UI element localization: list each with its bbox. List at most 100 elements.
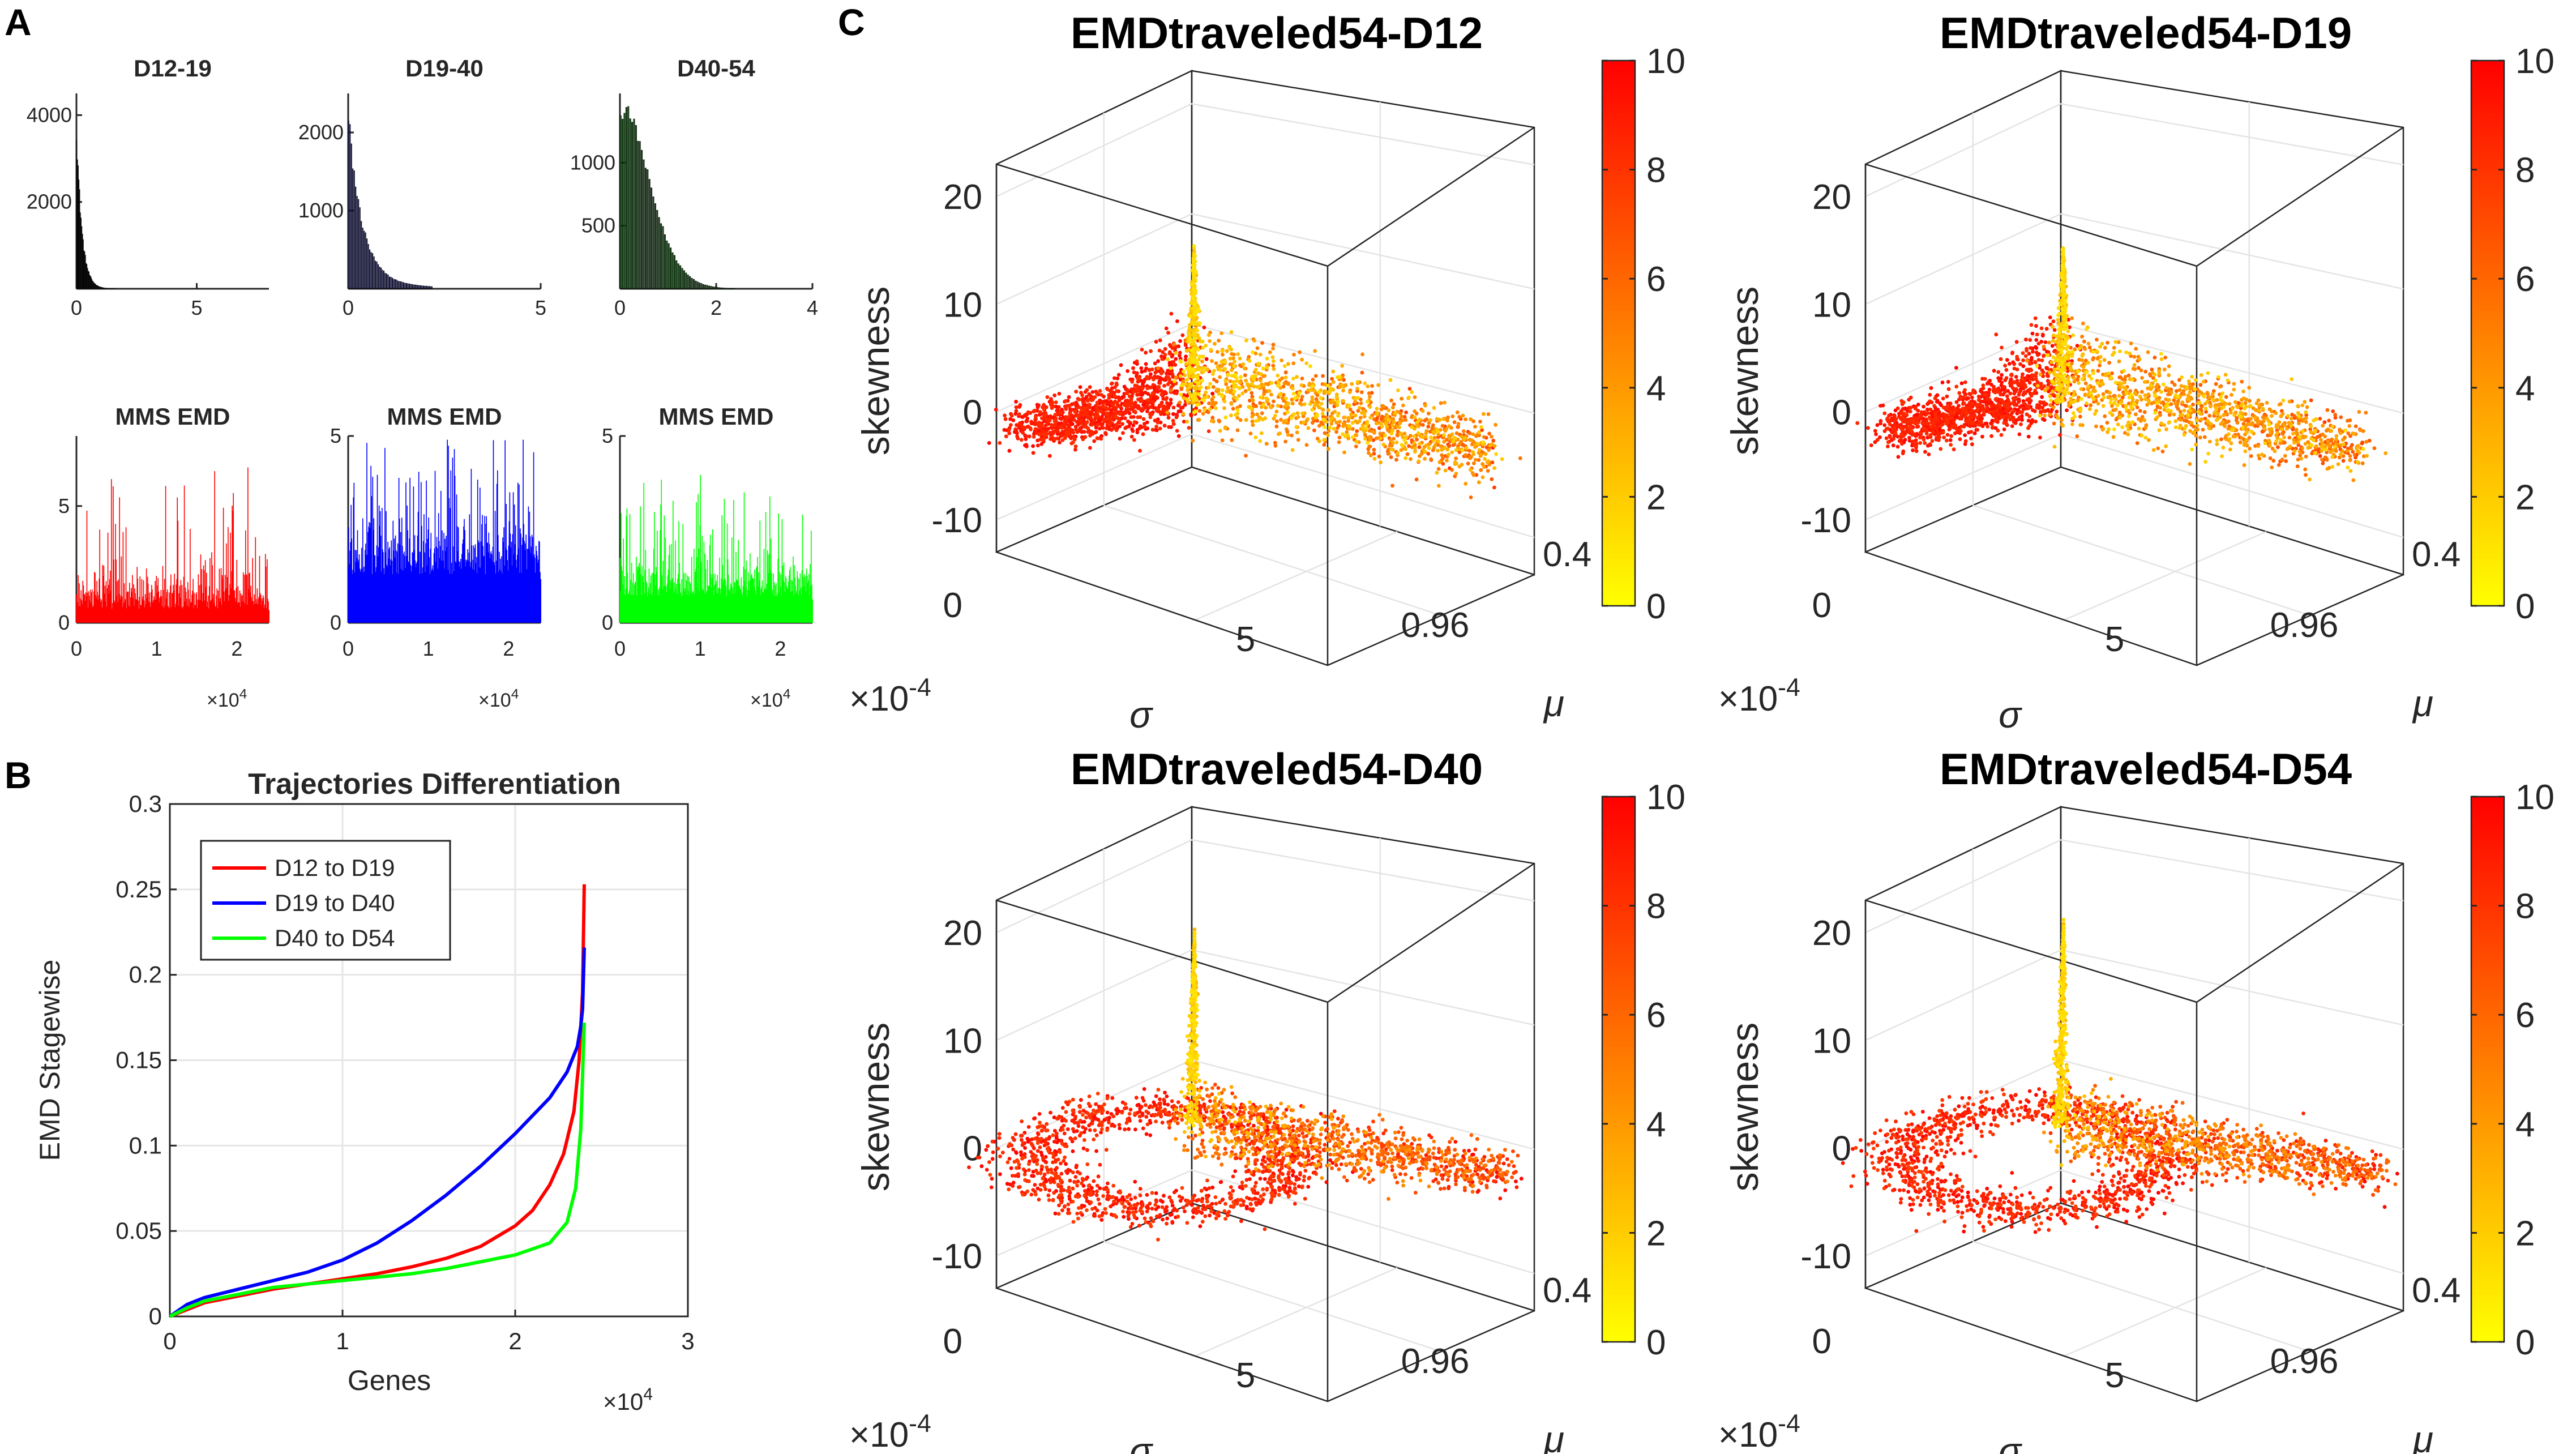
histogram-bar [685,272,687,289]
scatter-point [1159,400,1164,405]
y-axis-label: EMD Stagewise [34,960,66,1161]
scatter-point [1192,322,1196,326]
scatter-point [1403,456,1408,460]
scatter-point [1200,397,1205,402]
x-tick-label: 0 [343,296,354,319]
scatter-point [2226,426,2231,431]
scatter-point [1363,381,1367,386]
scatter-point [1416,431,1420,435]
scatter-point [2202,435,2207,439]
scatter-point [1918,435,1922,440]
histogram-bar [702,284,704,289]
scatter-point [2326,427,2330,431]
scatter-point [1308,388,1313,392]
scatter-point [1963,439,1968,443]
scatter-point [1136,387,1140,392]
scatter-point [1400,414,1403,418]
scatter-point [1159,404,1163,408]
scatter-point [2042,384,2047,388]
scatter-point [1129,415,1133,419]
scatter-point [1928,434,1932,438]
x-tick-label: 0 [71,296,82,319]
scatter-point [2296,457,2300,461]
scatter-point [1090,409,1094,413]
scatter-point [2035,332,2039,337]
scatter-point [1993,418,1998,422]
scatter-point [1095,391,1099,396]
histogram-bar [681,268,683,289]
scatter-point [1096,415,1100,420]
scatter-point [2180,400,2185,405]
chart-title: D19-40 [405,55,483,82]
scatter-point [2224,420,2229,425]
scatter-point [1190,358,1195,363]
scatter-point [1032,435,1036,439]
scatter-point [2207,395,2212,400]
scatter-point [1986,424,1990,429]
scatter-point [1970,442,1974,447]
scatter-point [2045,374,2049,378]
scatter-point [1891,443,1895,448]
scatter-point [1923,450,1927,454]
scatter-point [1329,422,1334,426]
scatter-point [2188,429,2192,433]
scatter-point [1193,333,1197,337]
scatter-point [1101,426,1105,430]
histogram-bar [683,270,685,289]
scatter-point [1024,419,1029,424]
y-tick-label: 0.4 [2412,535,2461,574]
scatter-point [1283,375,1288,380]
scatter-point [2078,423,2082,427]
scatter-point [1928,407,1933,412]
scatter-point [2036,358,2041,362]
scatter-point [2200,417,2204,421]
scatter-point [1431,439,1435,443]
scatter-point [1967,392,1972,396]
scatter-point [1363,437,1367,441]
scatter-point [2021,351,2025,355]
scatter-point [1203,408,1207,412]
scatter-point [2287,435,2292,440]
scatter-point [1342,450,1346,455]
scatter-point [2248,399,2252,403]
scatter-point [1470,471,1475,475]
panel-letter-c: C [838,1,865,43]
histogram-bar [379,266,380,289]
scatter-point [987,441,991,445]
scatter-point [1355,380,1360,384]
z-gridline [996,433,1535,538]
histogram-bar [692,279,695,289]
scatter-point [1219,364,1224,368]
chart-title: EMDtraveled54-D12 [1071,8,1483,58]
box-edge-top [1865,126,2404,267]
scatter-point [2040,405,2045,410]
x-tick-label: 1 [423,637,434,660]
scatter-point [1460,463,1464,467]
scatter-point [2277,463,2281,467]
scatter-point [2081,365,2086,369]
scatter-point [1191,306,1196,310]
scatter-point [1257,384,1261,389]
scatter-point [1949,434,1953,438]
scatter-point [1124,410,1129,414]
scatter-point [2095,337,2099,342]
scatter-point [1072,418,1076,422]
scatter-point [1983,393,1987,397]
histogram-bar [89,275,91,289]
scatter-point [1174,351,1178,355]
scatter-point [1009,413,1014,418]
scatter-point [1025,444,1029,448]
scatter-point [1396,451,1400,455]
scatter-point [1290,448,1295,452]
scatter-point [1197,367,1201,371]
scatter-point [1925,422,1929,426]
y-tick-label: 0.3 [129,790,162,817]
scatter-point [1130,379,1135,384]
scatter-point [1184,354,1188,359]
scatter-point [1078,385,1082,389]
scatter-point [1271,364,1276,368]
scatter-point [1008,417,1012,421]
scatter-point [1259,372,1263,377]
scatter-point [1019,438,1024,442]
